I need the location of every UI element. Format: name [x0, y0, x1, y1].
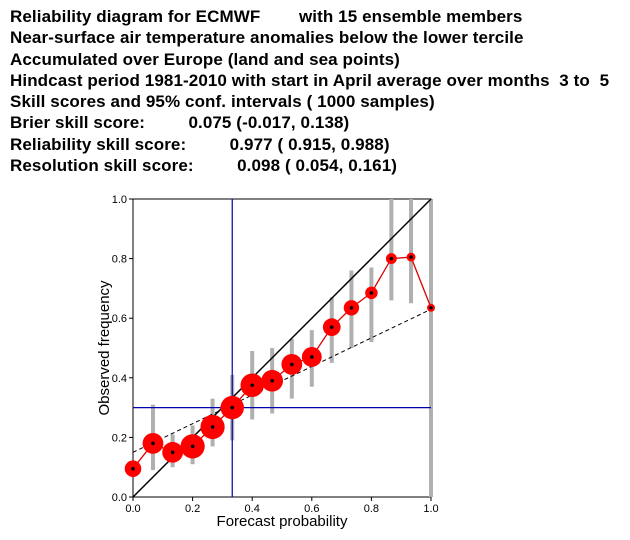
reliability-points	[124, 252, 435, 477]
data-point-center-9	[310, 355, 314, 359]
y-axis-ticks: 0.0 0.2 0.4 0.6 0.8 1.0	[112, 194, 133, 504]
data-point-center-2	[170, 450, 175, 455]
y-axis-label: Observed frequency	[96, 280, 113, 416]
header-line-skill-intro: Skill scores and 95% conf. intervals ( 1…	[10, 92, 435, 112]
y-tick-label-3: 0.6	[112, 313, 127, 325]
x-tick-label-2: 0.4	[245, 503, 260, 515]
y-tick-label-2: 0.4	[112, 373, 127, 385]
y-tick-label-0: 0.0	[112, 492, 127, 504]
header-line-brier: Brier skill score: 0.075 (-0.017, 0.138)	[10, 113, 350, 133]
x-tick-label-0: 0.0	[125, 503, 140, 515]
data-point-center-3	[190, 444, 195, 449]
x-tick-label-1: 0.2	[185, 503, 200, 515]
data-point-center-0	[131, 466, 135, 471]
data-point-center-13	[389, 256, 394, 261]
data-point-center-10	[329, 325, 334, 329]
data-point-center-6	[250, 383, 254, 388]
header-line-resolution: Resolution skill score: 0.098 ( 0.054, 0…	[10, 156, 398, 176]
header-line-title: Reliability diagram for ECMWF with 15 en…	[10, 7, 523, 26]
x-tick-label-5: 1.0	[423, 503, 438, 515]
header-line-variable: Near-surface air temperature anomalies b…	[10, 28, 524, 48]
x-axis-ticks: 0.0 0.2 0.4 0.6 0.8 1.0	[125, 497, 439, 515]
x-tick-label-3: 0.6	[304, 503, 319, 515]
x-tick-label-4: 0.8	[364, 503, 379, 515]
header-line-reliability: Reliability skill score: 0.977 ( 0.915, …	[10, 134, 390, 154]
data-point-center-1	[151, 441, 155, 446]
x-axis-label: Forecast probability	[217, 513, 348, 530]
data-point-center-12	[369, 291, 374, 295]
header-text-block: Reliability diagram for ECMWF with 15 en…	[10, 6, 609, 176]
data-point-center-4	[210, 425, 215, 429]
data-point-center-7	[270, 378, 274, 383]
y-tick-label-4: 0.8	[112, 254, 127, 266]
data-point-center-8	[290, 362, 294, 367]
y-tick-label-1: 0.2	[112, 432, 127, 444]
resolution-line	[132, 308, 432, 453]
header-line-region: Accumulated over Europe (land and sea po…	[10, 49, 400, 69]
data-point-center-11	[349, 305, 354, 310]
data-point-center-14	[409, 255, 413, 259]
data-point-center-5	[230, 405, 235, 410]
y-tick-label-5: 1.0	[112, 194, 127, 206]
data-point-center-15	[429, 305, 433, 310]
header-line-period: Hindcast period 1981-2010 with start in …	[10, 70, 610, 90]
